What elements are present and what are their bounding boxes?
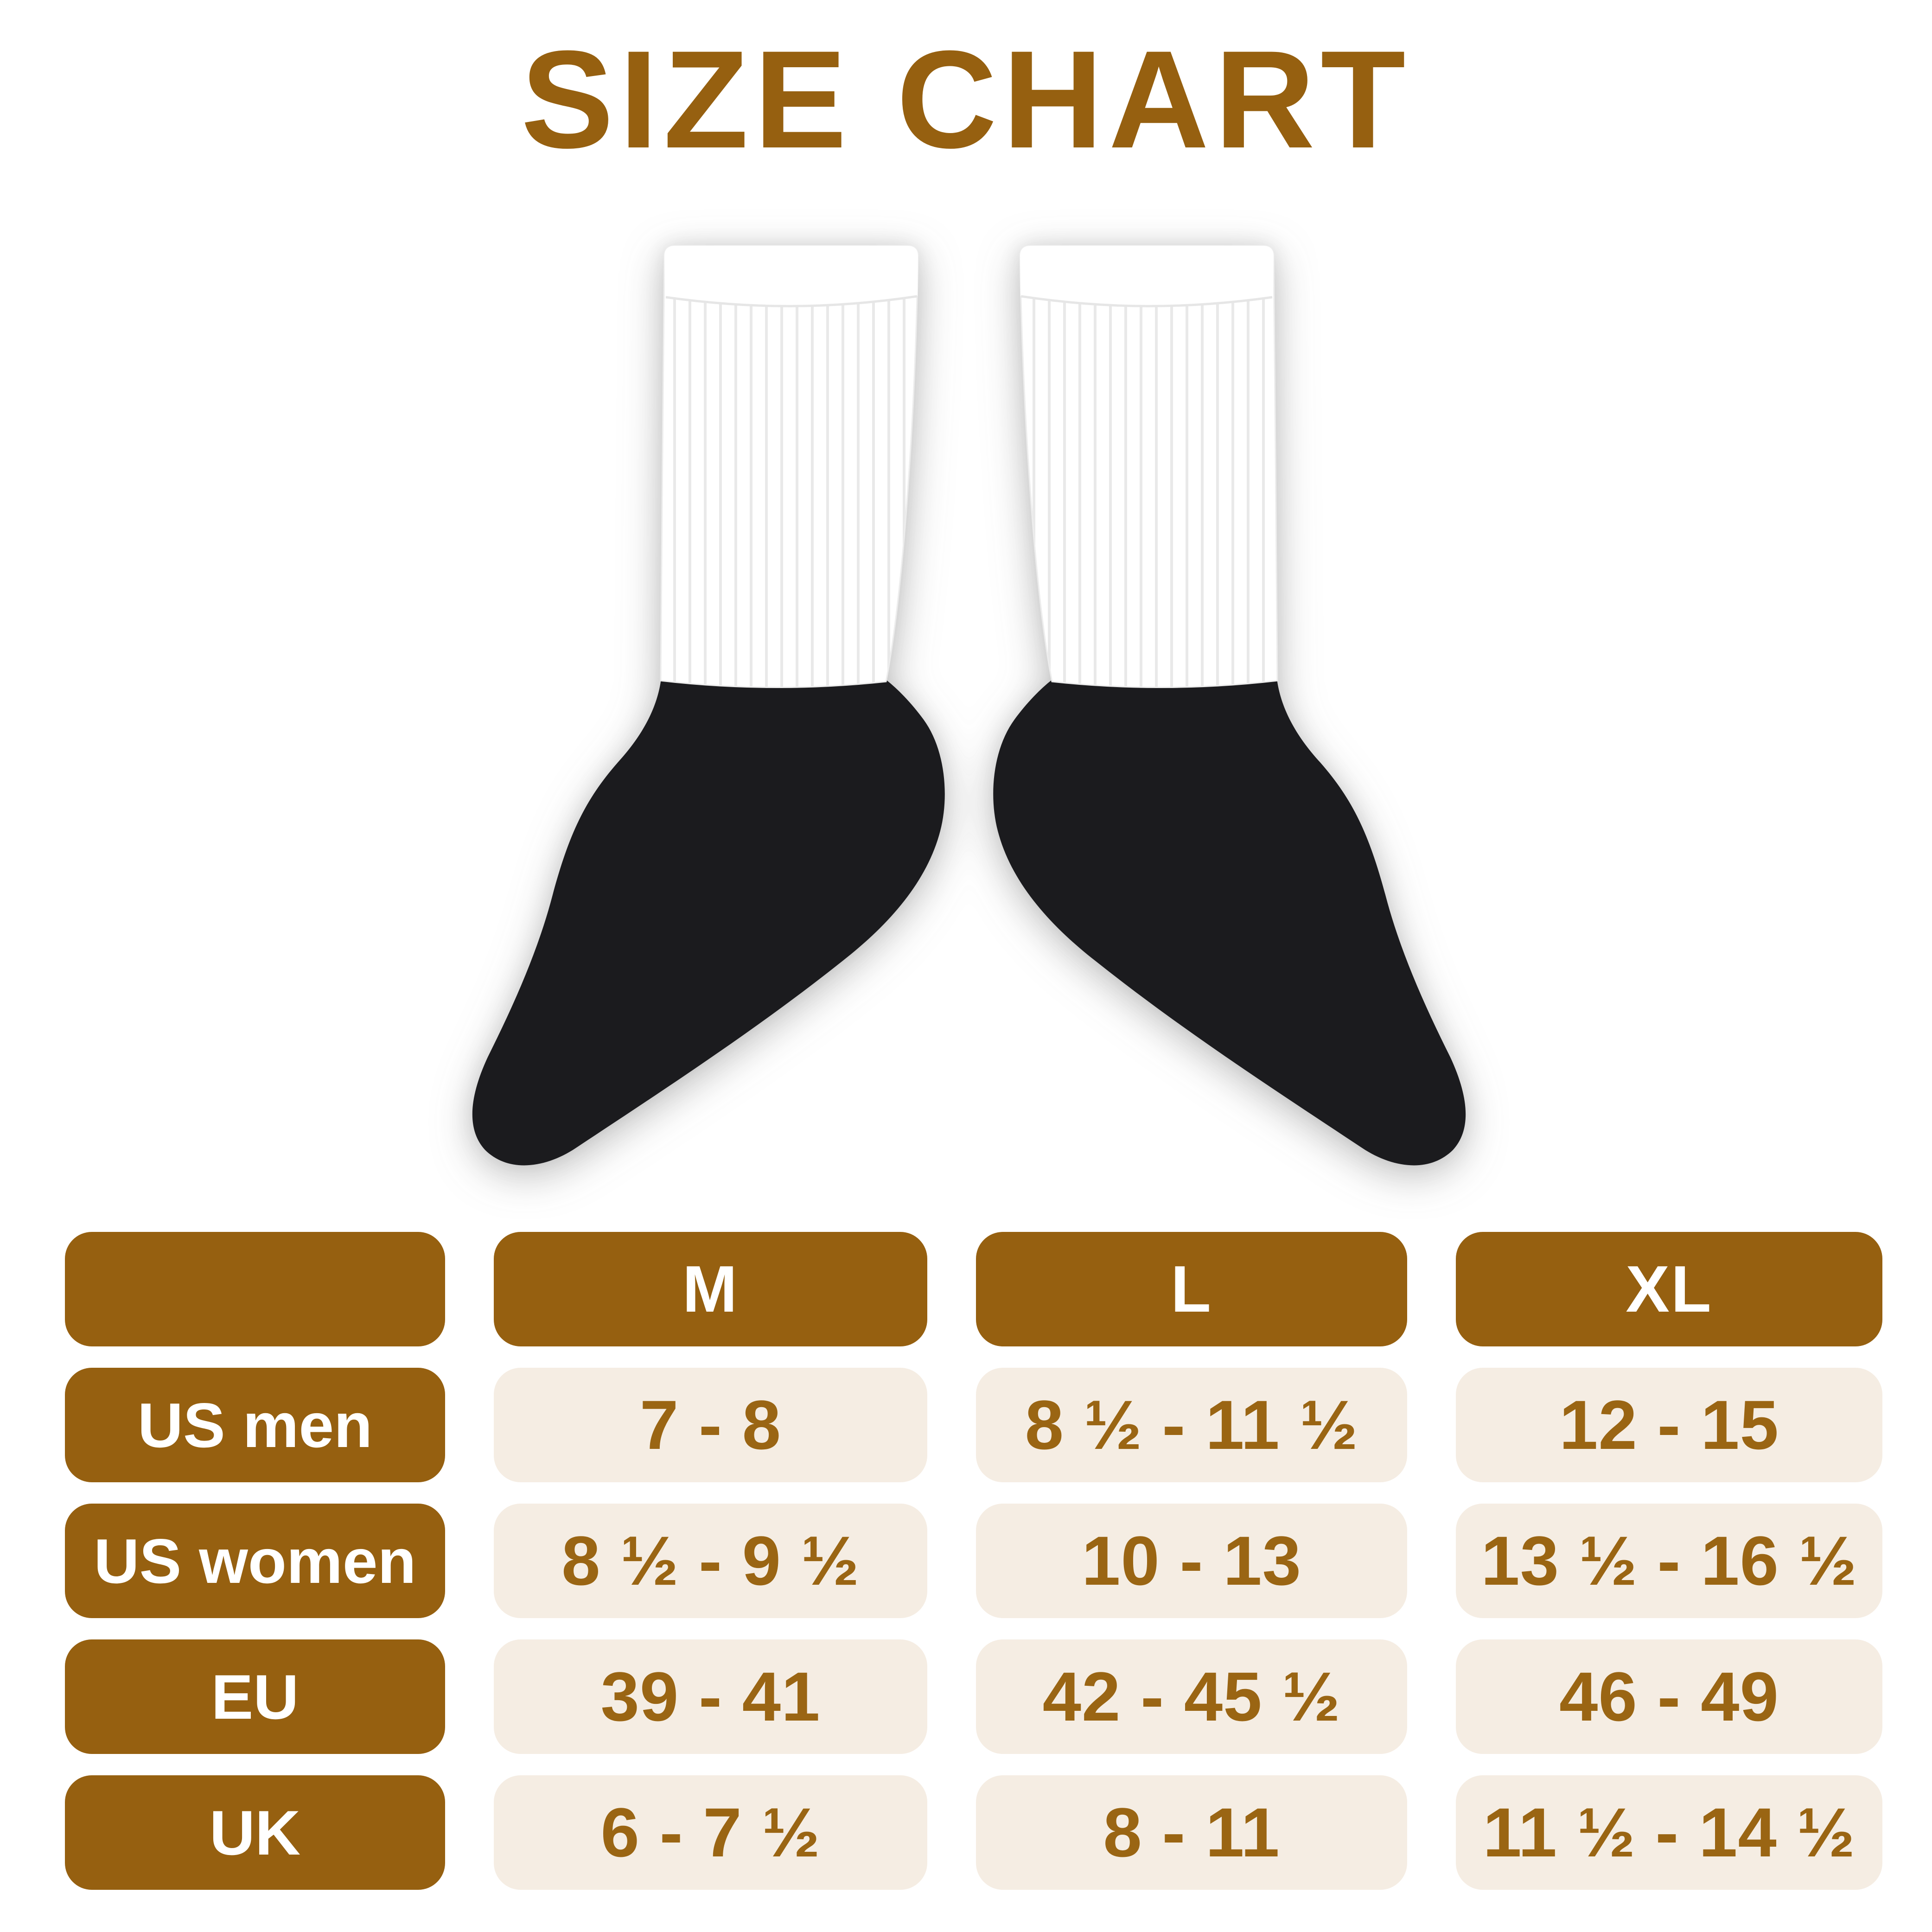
column-header-xl: XL xyxy=(1456,1232,1882,1346)
cell-uk-l: 8 - 11 xyxy=(976,1775,1407,1890)
socks-product-image xyxy=(459,223,1479,1201)
cell-us-men-xl: 12 - 15 xyxy=(1456,1368,1882,1482)
cell-us-men-l: 8 ½ - 11 ½ xyxy=(976,1368,1407,1482)
column-header-l: L xyxy=(976,1232,1407,1346)
cell-eu-l: 42 - 45 ½ xyxy=(976,1639,1407,1754)
size-table: M L XL US men 7 - 8 8 ½ - 11 ½ 12 - 15 U… xyxy=(65,1232,1882,1890)
column-header-m: M xyxy=(494,1232,927,1346)
cell-uk-m: 6 - 7 ½ xyxy=(494,1775,927,1890)
cell-us-men-m: 7 - 8 xyxy=(494,1368,927,1482)
cell-eu-m: 39 - 41 xyxy=(494,1639,927,1754)
row-label-uk: UK xyxy=(65,1775,445,1890)
page-title: SIZE CHART xyxy=(521,21,1411,177)
cell-us-women-l: 10 - 13 xyxy=(976,1504,1407,1618)
cell-uk-xl: 11 ½ - 14 ½ xyxy=(1456,1775,1882,1890)
cell-eu-xl: 46 - 49 xyxy=(1456,1639,1882,1754)
cell-us-women-xl: 13 ½ - 16 ½ xyxy=(1456,1504,1882,1618)
table-corner-spacer xyxy=(65,1232,445,1346)
socks-illustration xyxy=(459,223,1479,1201)
cell-us-women-m: 8 ½ - 9 ½ xyxy=(494,1504,927,1618)
row-label-us-women: US women xyxy=(65,1504,445,1618)
row-label-eu: EU xyxy=(65,1639,445,1754)
row-label-us-men: US men xyxy=(65,1368,445,1482)
